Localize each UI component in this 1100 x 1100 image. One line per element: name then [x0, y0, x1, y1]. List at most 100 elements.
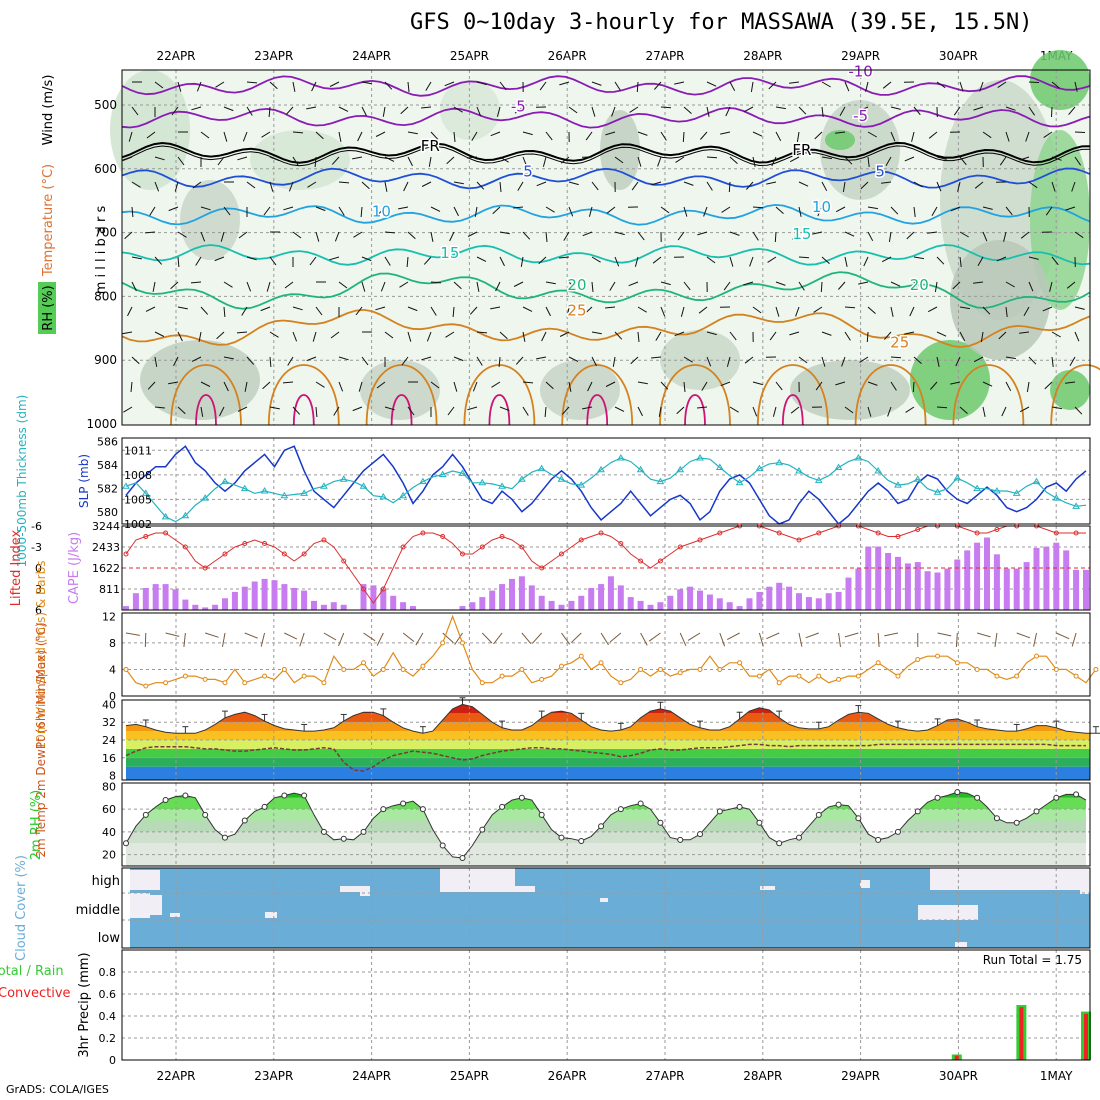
- wind-barb: [311, 81, 317, 92]
- wind-barb: [841, 356, 846, 367]
- wind-barb: [591, 331, 602, 335]
- wind10-marker: [598, 660, 604, 666]
- cape-bar: [1023, 562, 1030, 610]
- wind10-barb: [679, 632, 687, 647]
- thickness-marker: [379, 492, 388, 500]
- wind10-barb: [415, 632, 424, 646]
- wind10-barb: [994, 632, 998, 647]
- cape-bar: [231, 591, 238, 610]
- wind-barb: [469, 306, 478, 315]
- rh-marker: [419, 806, 426, 813]
- wind-barb: [568, 206, 574, 217]
- wind-barb: [674, 81, 685, 85]
- wind10-barb: [758, 632, 764, 647]
- cloud-gap: [760, 886, 775, 890]
- rh-marker: [637, 800, 644, 807]
- wind-barb: [568, 356, 579, 362]
- wind-barb: [545, 306, 551, 317]
- wind-barb: [237, 406, 248, 412]
- wind-barb: [605, 131, 616, 136]
- wind-barb: [200, 131, 210, 139]
- wind-barb: [522, 231, 531, 240]
- wind-barb: [1042, 306, 1053, 312]
- rh-marker: [459, 855, 466, 862]
- wind-barb: [752, 406, 758, 417]
- thickness-marker: [933, 488, 942, 495]
- rh-marker: [677, 836, 684, 843]
- wind-barb: [959, 256, 962, 267]
- wind-barb: [660, 131, 667, 141]
- wind10-barb: [687, 632, 701, 641]
- wind-barb: [352, 156, 363, 160]
- wind-barb: [307, 181, 317, 188]
- wind-barb: [766, 181, 777, 185]
- wind-barb: [867, 381, 878, 386]
- wind-barb: [675, 156, 685, 163]
- wind-barb: [355, 306, 363, 316]
- rh-band: [126, 820, 1086, 832]
- wind-barb: [170, 281, 179, 290]
- wind-barb: [743, 281, 754, 286]
- wind-barb: [453, 106, 463, 113]
- wind10-marker: [499, 673, 505, 679]
- wind-barb: [729, 231, 740, 236]
- isotherm-line: [121, 106, 1091, 129]
- wind10-marker: [202, 676, 208, 682]
- wind-barb: [490, 306, 501, 310]
- wind-barb: [844, 331, 851, 341]
- li-marker: [400, 544, 406, 550]
- wind10-barb: [284, 632, 298, 640]
- wind-barb: [292, 156, 299, 166]
- cloud-axis-label: Cloud Cover (%): [14, 855, 29, 961]
- wind10-marker: [262, 673, 268, 679]
- wind-barb: [605, 306, 616, 309]
- x-tick-label: 26APR: [548, 49, 587, 63]
- contour-label: 5: [523, 162, 533, 180]
- cape-bar: [598, 584, 605, 610]
- li-marker: [361, 586, 367, 592]
- rh-marker: [855, 815, 862, 822]
- wind-barb: [215, 81, 225, 88]
- wind-barb: [909, 306, 915, 317]
- wind-barb: [154, 406, 165, 409]
- wind-barb: [630, 356, 639, 365]
- wind-barb: [559, 331, 570, 337]
- wind10-marker: [578, 653, 584, 659]
- x-tick-label: 27APR: [645, 49, 684, 63]
- wind-barb: [520, 256, 524, 267]
- cloud-gap: [340, 886, 370, 892]
- cape-bar: [627, 597, 634, 610]
- footer-credit: GrADS: COLA/IGES: [6, 1083, 109, 1096]
- wind-barb: [654, 81, 662, 90]
- wind-barb: [658, 406, 662, 417]
- wind-barb: [723, 281, 731, 291]
- precip-bar-convective: [1019, 1007, 1024, 1060]
- chart-title: GFS 0~10day 3-hourly for MASSAWA (39.5E,…: [410, 10, 1033, 35]
- wind-barb: [474, 206, 478, 217]
- wind-barb: [844, 306, 856, 309]
- wind10-barb: [877, 632, 880, 648]
- wind10-barb: [376, 632, 384, 646]
- contour-label: 25: [567, 302, 586, 320]
- wind-barb: [452, 306, 455, 318]
- wind-barb: [605, 381, 616, 387]
- wind-barb: [637, 306, 647, 313]
- wind-barb: [798, 281, 805, 291]
- contour-label: 5: [875, 162, 885, 180]
- wind10-marker: [558, 663, 564, 669]
- li-marker: [638, 558, 644, 564]
- thickness-marker: [1012, 489, 1021, 496]
- wind-barb: [200, 406, 204, 417]
- li-marker: [994, 527, 1000, 532]
- wind-barb: [1074, 406, 1083, 415]
- wind10-barb: [805, 632, 819, 639]
- temp-band: [126, 704, 1090, 714]
- li-marker: [657, 558, 663, 564]
- wind-barb: [660, 381, 669, 390]
- wind-barb: [982, 406, 986, 417]
- wind-barb: [606, 206, 616, 214]
- wind-barb: [1049, 281, 1053, 292]
- thickness-marker: [517, 475, 526, 482]
- wind10-barb: [1071, 632, 1077, 647]
- li-marker: [697, 537, 703, 543]
